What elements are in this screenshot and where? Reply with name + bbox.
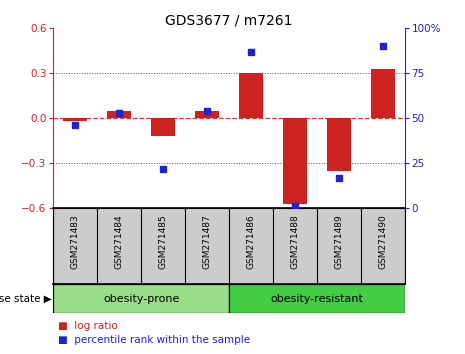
Text: GSM271489: GSM271489 bbox=[334, 214, 343, 269]
Text: GSM271483: GSM271483 bbox=[71, 214, 80, 269]
Title: GDS3677 / m7261: GDS3677 / m7261 bbox=[165, 13, 293, 27]
Text: GSM271488: GSM271488 bbox=[290, 214, 299, 269]
Bar bbox=[371, 69, 395, 118]
Bar bbox=[283, 118, 307, 204]
Text: ■  log ratio: ■ log ratio bbox=[58, 321, 118, 331]
Bar bbox=[107, 111, 132, 118]
Text: GSM271487: GSM271487 bbox=[203, 214, 212, 269]
Bar bbox=[239, 73, 263, 118]
Text: GSM271486: GSM271486 bbox=[246, 214, 255, 269]
Bar bbox=[195, 111, 219, 118]
Text: disease state ▶: disease state ▶ bbox=[0, 294, 51, 304]
Text: GSM271490: GSM271490 bbox=[378, 214, 387, 269]
Bar bbox=[53, 284, 229, 313]
Text: GSM271485: GSM271485 bbox=[159, 214, 168, 269]
Bar bbox=[229, 284, 405, 313]
Bar bbox=[63, 118, 87, 121]
Bar bbox=[151, 118, 175, 136]
Bar bbox=[326, 118, 351, 171]
Text: obesity-prone: obesity-prone bbox=[103, 294, 179, 304]
Text: GSM271484: GSM271484 bbox=[115, 214, 124, 269]
Text: ■  percentile rank within the sample: ■ percentile rank within the sample bbox=[58, 335, 250, 345]
Text: obesity-resistant: obesity-resistant bbox=[270, 294, 363, 304]
